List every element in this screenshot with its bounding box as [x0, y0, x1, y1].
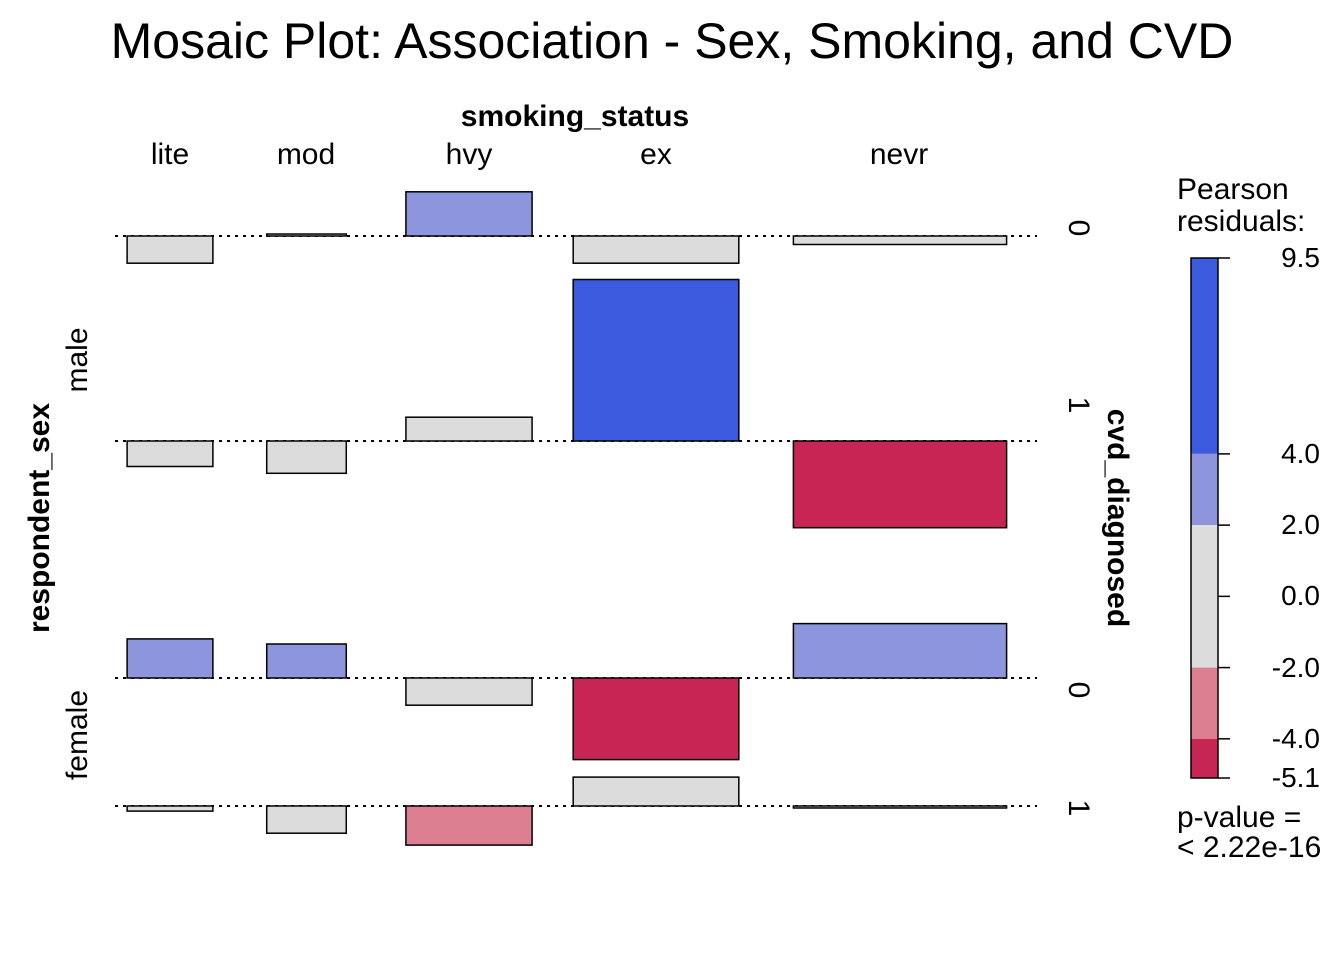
residual-bar-female-cvd0-nevr [792, 622, 1008, 679]
residual-bar-female-cvd1-ex [572, 776, 740, 807]
legend-tick-label-4: -2.0 [1271, 651, 1320, 683]
legend-band-1 [1191, 453, 1218, 526]
residual-bar-female-cvd0-mod [265, 643, 348, 679]
legend-tick-label-6: -5.1 [1271, 762, 1320, 793]
residual-bar-male-cvd0-mod [265, 233, 348, 237]
smoking-level-label-nevr: nevr [869, 138, 929, 171]
residual-bar-male-cvd1-lite [126, 440, 214, 468]
residual-bar-male-cvd0-nevr [792, 235, 1008, 246]
legend-tick-label-1: 4.0 [1281, 437, 1320, 469]
legend-colorbar-frame [1190, 257, 1219, 779]
residual-bar-female-cvd1-hvy [405, 805, 533, 846]
legend-tick-label-0: 9.5 [1281, 242, 1320, 273]
legend-tick-label-3: 0.0 [1281, 580, 1320, 612]
smoking-level-label-mod: mod [276, 138, 336, 171]
legend-band-3 [1191, 667, 1218, 739]
legend-title: Pearson residuals: [1177, 173, 1306, 238]
legend-tick-label-5: -4.0 [1271, 722, 1320, 754]
x-variable-label: smoking_status [460, 100, 690, 133]
residual-bar-female-cvd1-nevr [792, 805, 1008, 809]
residual-bar-male-cvd1-mod [265, 440, 348, 475]
residual-bar-male-cvd0-lite [126, 235, 214, 264]
residual-bar-female-cvd0-ex [572, 677, 740, 761]
residual-bar-male-cvd1-hvy [405, 416, 533, 442]
smoking-level-label-ex: ex [640, 138, 672, 171]
residual-bar-female-cvd1-lite [126, 805, 214, 812]
p-value-text: p-value = < 2.22e-16 [1177, 801, 1322, 864]
residual-bar-female-cvd0-lite [126, 638, 214, 679]
legend-band-0 [1191, 258, 1218, 454]
residual-bar-male-cvd0-hvy [405, 191, 533, 237]
legend-band-2 [1191, 525, 1218, 668]
smoking-level-label-lite: lite [150, 138, 190, 171]
residual-bar-male-cvd0-ex [572, 235, 740, 264]
residual-bar-male-cvd1-nevr [792, 440, 1008, 529]
residual-bar-female-cvd1-mod [265, 805, 348, 834]
legend-band-4 [1191, 738, 1218, 778]
legend-tick-label-2: 2.0 [1281, 509, 1320, 541]
smoking-level-label-hvy: hvy [445, 138, 493, 171]
residual-bar-male-cvd1-ex [572, 278, 740, 442]
chart-title: Mosaic Plot: Association - Sex, Smoking,… [110, 13, 1234, 69]
residual-bar-female-cvd0-hvy [405, 677, 533, 706]
